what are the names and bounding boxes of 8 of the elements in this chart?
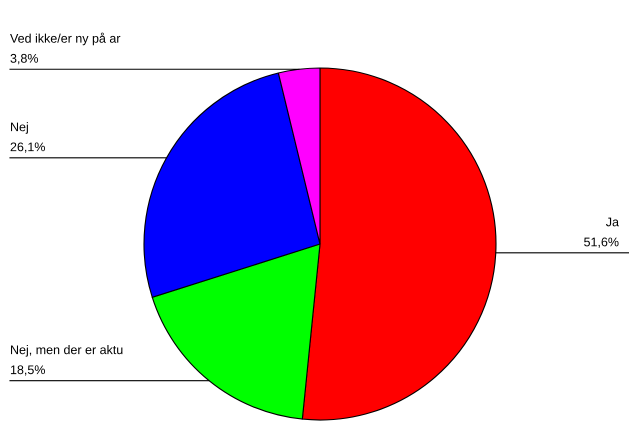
data-label: 18,5%	[10, 365, 45, 376]
data-label: 3,8%	[10, 54, 38, 64]
slice-label: Nej	[11, 122, 28, 134]
slice-label: Ved ikke/er ny på ar	[10, 32, 120, 46]
slice-label: Ja	[606, 218, 619, 226]
data-label: 26,1%	[10, 142, 45, 153]
slice-label: Nej, men der er aktu	[11, 345, 122, 357]
data-label: 51,6%	[584, 238, 619, 248]
